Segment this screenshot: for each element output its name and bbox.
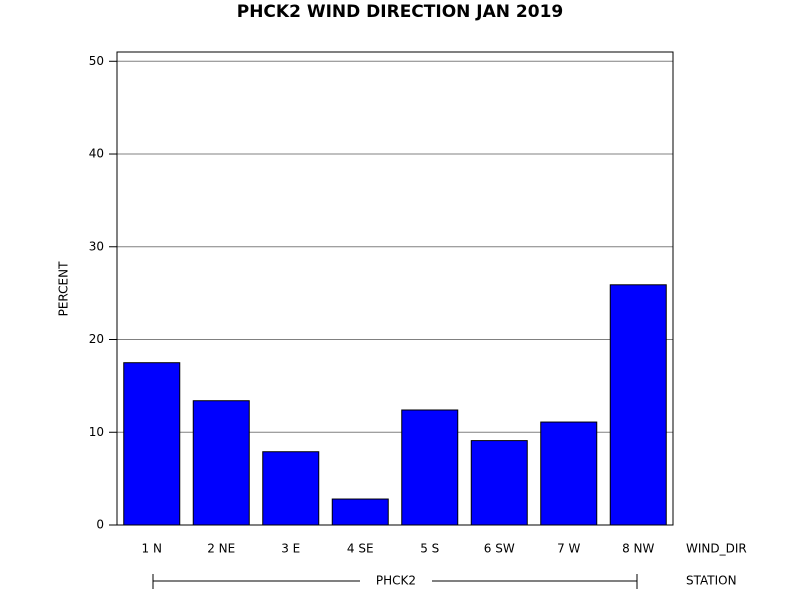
x-tick-label: 3 E	[281, 542, 300, 556]
bar	[401, 409, 459, 526]
y-tick-label: 10	[89, 425, 104, 439]
chart-title: PHCK2 WIND DIRECTION JAN 2019	[237, 2, 564, 22]
bar	[470, 440, 528, 526]
plot-frame	[116, 51, 674, 526]
x-tick-label: 1 N	[142, 542, 162, 556]
group-label: PHCK2	[376, 574, 416, 588]
x-tick-label: 2 NE	[207, 542, 235, 556]
group-axis-label: STATION	[686, 574, 737, 588]
x-tick-label: 5 S	[420, 542, 439, 556]
y-tick-label: 30	[89, 239, 104, 253]
x-axis-label: WIND_DIR	[686, 542, 747, 556]
bar	[192, 400, 250, 526]
y-tick-label: 0	[96, 518, 104, 532]
y-axis-label: PERCENT	[57, 261, 71, 316]
bar	[331, 498, 389, 526]
y-tick-label: 20	[89, 332, 104, 346]
x-tick-label: 6 SW	[484, 542, 515, 556]
y-tick-label: 40	[89, 147, 104, 161]
x-tick-label: 7 W	[557, 542, 580, 556]
bar	[262, 451, 320, 526]
bar	[123, 362, 181, 526]
bar	[609, 284, 667, 526]
bar	[540, 421, 598, 526]
y-tick-label: 50	[89, 54, 104, 68]
x-tick-label: 4 SE	[347, 542, 374, 556]
x-tick-label: 8 NW	[622, 542, 654, 556]
